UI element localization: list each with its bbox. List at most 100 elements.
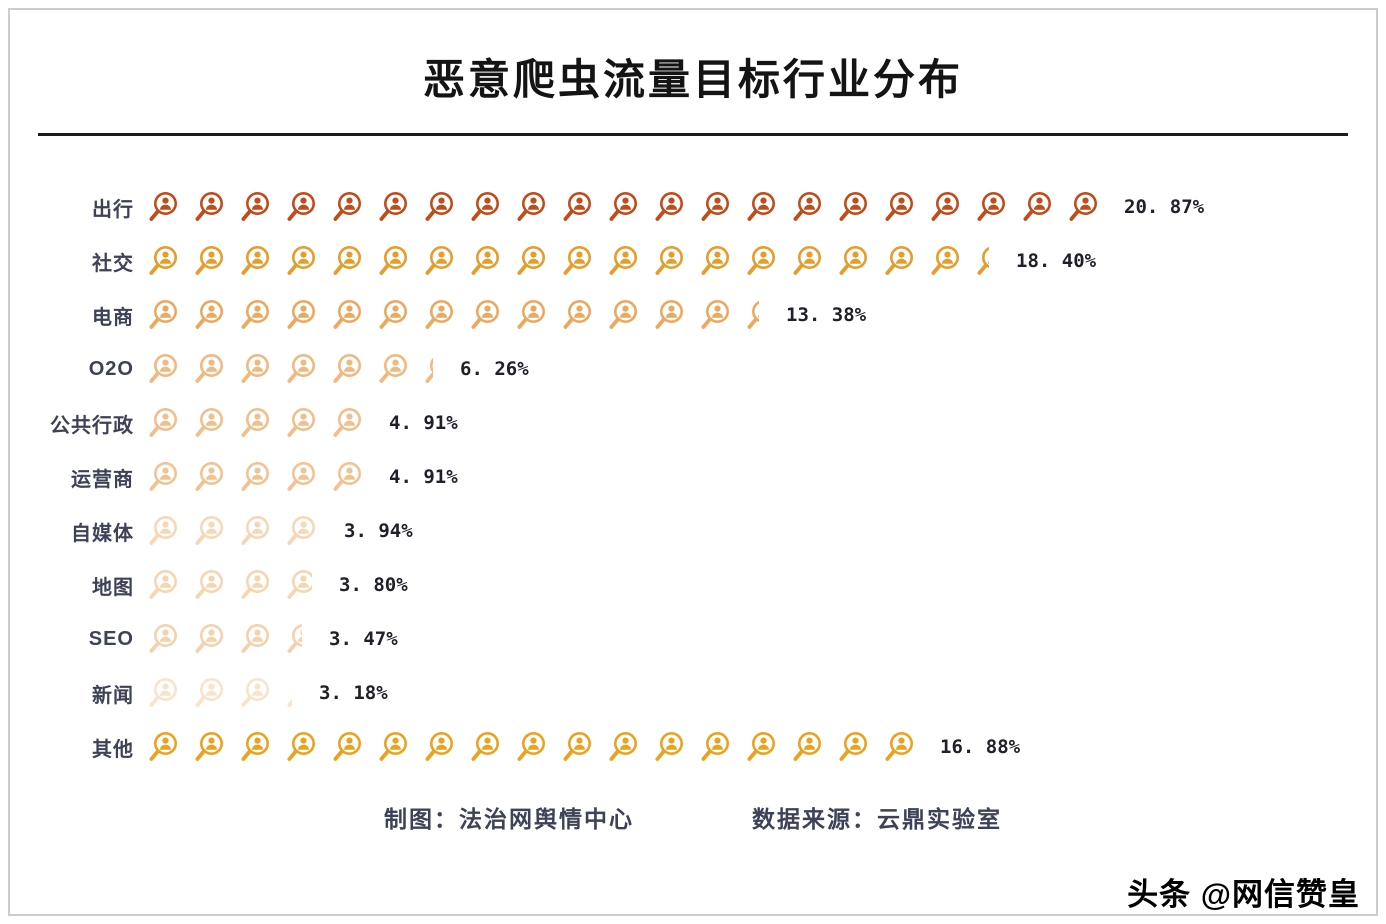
- magnifier-person-icon: [240, 675, 273, 711]
- icon-strip: [148, 189, 1110, 225]
- magnifier-person-icon: [286, 189, 319, 225]
- magnifier-person-icon: [746, 189, 779, 225]
- magnifier-person-icon: [746, 729, 779, 765]
- chart-rows: 出行 20. 87% 社交 18. 40% 电商 13. 38% O2O 6. 26% 公共行政…: [0, 180, 1386, 774]
- magnifier-person-icon: [240, 621, 273, 657]
- magnifier-person-icon: [792, 729, 825, 765]
- magnifier-person-icon: [286, 513, 317, 549]
- magnifier-person-icon: [884, 189, 917, 225]
- magnifier-person-icon: [838, 729, 871, 765]
- magnifier-person-icon: [378, 351, 411, 387]
- icon-strip: [148, 351, 446, 387]
- chart-row: 运营商 4. 91%: [0, 450, 1386, 504]
- value-label: 18. 40%: [1016, 250, 1097, 272]
- magnifier-person-icon: [332, 405, 362, 441]
- magnifier-person-icon: [700, 297, 733, 333]
- magnifier-person-icon: [332, 351, 365, 387]
- magnifier-person-icon: [148, 351, 181, 387]
- magnifier-person-icon: [516, 729, 549, 765]
- magnifier-person-icon: [424, 189, 457, 225]
- magnifier-person-icon: [194, 567, 227, 603]
- chart-row: 其他 16. 88%: [0, 720, 1386, 774]
- magnifier-person-icon: [332, 189, 365, 225]
- magnifier-person-icon: [378, 729, 411, 765]
- magnifier-person-icon: [654, 189, 687, 225]
- magnifier-person-icon: [746, 297, 759, 333]
- icon-strip: [148, 297, 772, 333]
- category-label: 其他: [92, 738, 134, 761]
- chart-footer: 制图：法治网舆情中心 数据来源：云鼎实验室: [0, 800, 1386, 834]
- magnifier-person-icon: [194, 405, 227, 441]
- magnifier-person-icon: [792, 189, 825, 225]
- magnifier-person-icon: [378, 243, 411, 279]
- magnifier-person-icon: [838, 243, 871, 279]
- magnifier-person-icon: [884, 729, 913, 765]
- magnifier-person-icon: [194, 729, 227, 765]
- magnifier-person-icon: [470, 189, 503, 225]
- magnifier-person-icon: [332, 297, 365, 333]
- value-label: 4. 91%: [389, 466, 458, 488]
- magnifier-person-icon: [148, 405, 181, 441]
- magnifier-person-icon: [746, 243, 779, 279]
- magnifier-person-icon: [654, 297, 687, 333]
- magnifier-person-icon: [194, 621, 227, 657]
- category-label: 新闻: [92, 684, 134, 707]
- magnifier-person-icon: [654, 729, 687, 765]
- magnifier-person-icon: [562, 729, 595, 765]
- title-divider: [38, 133, 1348, 136]
- source-label: 数据来源：云鼎实验室: [752, 806, 1002, 832]
- chart-title: 恶意爬虫流量目标行业分布: [422, 56, 963, 103]
- chart-row: SEO 3. 47%: [0, 612, 1386, 666]
- magnifier-person-icon: [332, 459, 362, 495]
- magnifier-person-icon: [148, 189, 181, 225]
- magnifier-person-icon: [240, 567, 273, 603]
- magnifier-person-icon: [240, 351, 273, 387]
- magnifier-person-icon: [194, 351, 227, 387]
- magnifier-person-icon: [194, 513, 227, 549]
- magnifier-person-icon: [884, 243, 917, 279]
- watermark: 头条 @网信赞皇: [1127, 877, 1360, 912]
- value-label: 13. 38%: [786, 304, 867, 326]
- icon-strip: [148, 459, 375, 495]
- magnifier-person-icon: [608, 729, 641, 765]
- value-label: 3. 80%: [339, 574, 408, 596]
- magnifier-person-icon: [194, 243, 227, 279]
- magnifier-person-icon: [700, 189, 733, 225]
- magnifier-person-icon: [470, 243, 503, 279]
- magnifier-person-icon: [1022, 189, 1055, 225]
- magnifier-person-icon: [562, 297, 595, 333]
- icon-strip: [148, 729, 926, 765]
- magnifier-person-icon: [562, 189, 595, 225]
- magnifier-person-icon: [976, 243, 989, 279]
- magnifier-person-icon: [148, 297, 181, 333]
- magnifier-person-icon: [608, 189, 641, 225]
- chart-row: 出行 20. 87%: [0, 180, 1386, 234]
- magnifier-person-icon: [562, 243, 595, 279]
- magnifier-person-icon: [470, 297, 503, 333]
- magnifier-person-icon: [424, 297, 457, 333]
- magnifier-person-icon: [240, 405, 273, 441]
- value-label: 3. 47%: [329, 628, 398, 650]
- magnifier-person-icon: [286, 351, 319, 387]
- icon-strip: [148, 405, 375, 441]
- magnifier-person-icon: [194, 675, 227, 711]
- magnifier-person-icon: [654, 243, 687, 279]
- category-label: 自媒体: [71, 522, 134, 545]
- magnifier-person-icon: [516, 189, 549, 225]
- category-label: O2O: [88, 357, 134, 380]
- magnifier-person-icon: [1068, 189, 1097, 225]
- magnifier-person-icon: [286, 243, 319, 279]
- icon-strip: [148, 621, 315, 657]
- credit-label: 制图：法治网舆情中心: [384, 806, 634, 832]
- magnifier-person-icon: [930, 243, 963, 279]
- icon-strip: [148, 243, 1002, 279]
- category-label: 社交: [92, 252, 134, 275]
- magnifier-person-icon: [148, 459, 181, 495]
- magnifier-person-icon: [608, 243, 641, 279]
- magnifier-person-icon: [424, 729, 457, 765]
- chart-row: 地图 3. 80%: [0, 558, 1386, 612]
- magnifier-person-icon: [286, 297, 319, 333]
- magnifier-person-icon: [286, 405, 319, 441]
- magnifier-person-icon: [838, 189, 871, 225]
